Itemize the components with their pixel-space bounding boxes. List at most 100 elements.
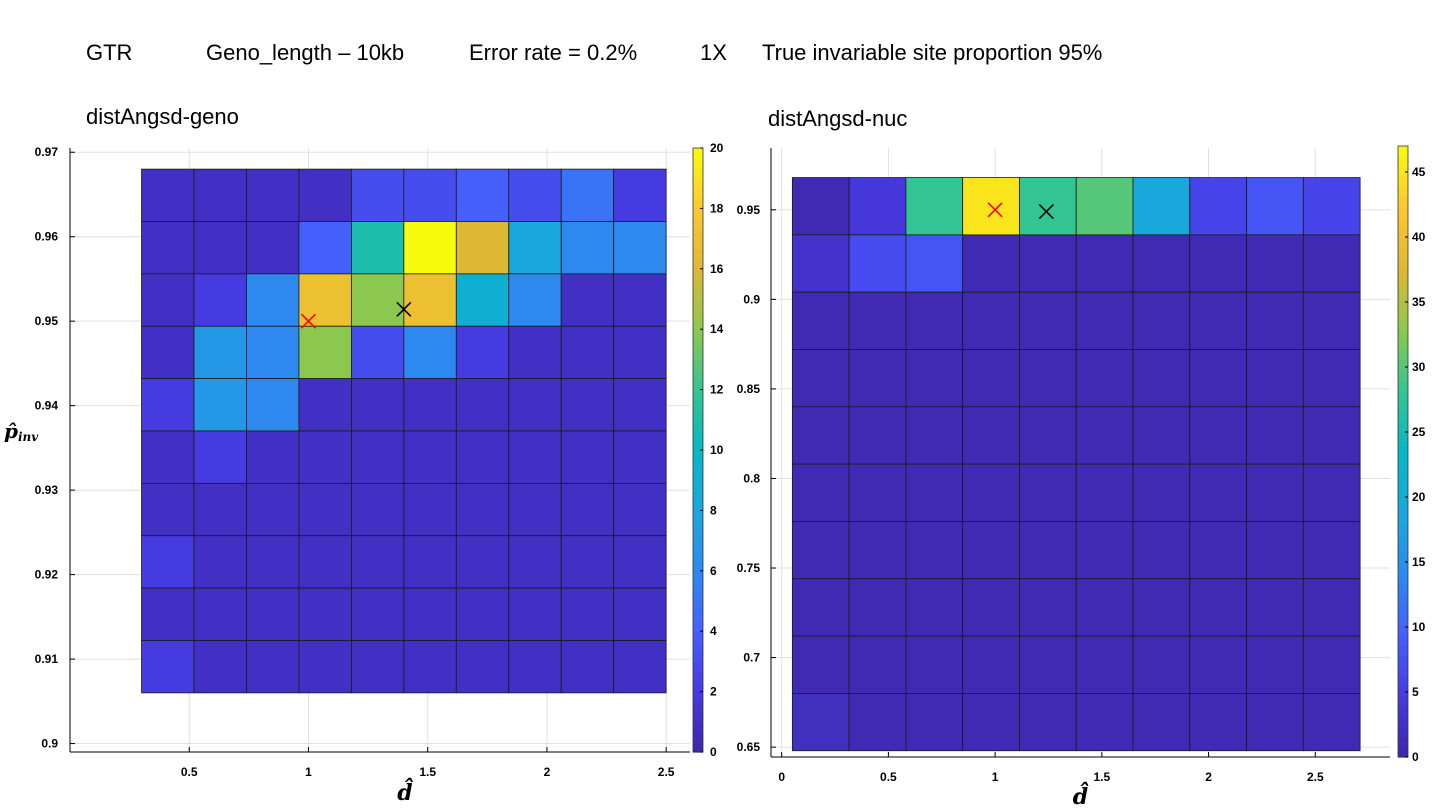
right-heatmap-cell	[1302, 521, 1361, 580]
right-colorbar-segment	[1398, 319, 1408, 330]
left-heatmap-cell	[193, 535, 247, 589]
left-heatmap-cell	[350, 378, 405, 432]
right-heatmap-cell	[1019, 521, 1077, 580]
left-colorbar-segment	[693, 651, 703, 662]
left-heatmap-cell	[455, 273, 510, 327]
left-heatmap-cell	[455, 378, 510, 432]
left-x-tick-label: 2	[544, 765, 551, 779]
right-colorbar-segment	[1398, 746, 1408, 758]
right-colorbar-segment	[1398, 604, 1408, 616]
left-heatmap-cell	[193, 378, 247, 432]
right-colorbar-segment	[1398, 695, 1408, 707]
header-geno-length: Geno_length – 10kb	[206, 40, 405, 65]
left-heatmap-cell	[193, 221, 247, 275]
right-heatmap-cell	[962, 234, 1020, 293]
right-heatmap-cell	[1075, 406, 1134, 465]
left-colorbar-segment	[693, 721, 703, 733]
right-heatmap-cell	[1246, 234, 1304, 293]
left-heatmap-cell	[560, 535, 615, 589]
left-heatmap-cell	[193, 640, 247, 694]
right-heatmap-cell	[1246, 635, 1304, 694]
right-heatmap-cell	[905, 578, 964, 637]
left-y-axis-label: p̂inv	[4, 419, 39, 444]
right-heatmap-cell	[1189, 406, 1247, 465]
left-heatmap-cell	[141, 325, 195, 380]
right-heatmap-cell	[1075, 521, 1134, 580]
right-heatmap-cell	[848, 693, 907, 752]
left-colorbar-segment	[693, 480, 703, 491]
right-colorbar-segment	[1398, 685, 1408, 697]
left-colorbar-segment	[693, 268, 703, 280]
right-heatmap-cell	[848, 521, 907, 580]
right-x-tick-label: 0	[778, 770, 785, 784]
right-heatmap-cell	[1019, 406, 1077, 465]
right-heatmap: 0 0.5 1 1.5 2 2.5 0.65 0.7 0.75 0.8 0.85 0.9 0.95 d̂	[737, 148, 1390, 810]
left-heatmap-cell	[508, 482, 562, 537]
right-heatmap-cell	[1189, 291, 1247, 350]
left-colorbar-segment	[693, 339, 703, 350]
right-colorbar-segment	[1398, 156, 1408, 167]
right-heatmap-cell	[848, 177, 907, 236]
right-heatmap-cell	[791, 578, 850, 637]
right-heatmap-cell	[848, 291, 907, 350]
left-heatmap-cell	[193, 482, 247, 537]
left-heatmap-cell	[141, 482, 195, 537]
left-heatmap-cell	[403, 482, 457, 537]
left-heatmap-cell	[298, 378, 352, 432]
left-heatmap-cell	[141, 535, 195, 589]
left-colorbar-segment	[693, 731, 703, 743]
left-heatmap-cell	[193, 168, 247, 222]
right-colorbar-segment	[1398, 716, 1408, 728]
right-colorbar-segment	[1398, 268, 1408, 279]
left-colorbar-segment	[693, 409, 703, 421]
left-heatmap-cell	[613, 482, 667, 537]
left-heatmap-cell	[560, 640, 615, 694]
right-heatmap-cell	[1189, 521, 1247, 580]
right-colorbar-segment	[1398, 227, 1408, 239]
right-heatmap-cell	[791, 177, 850, 236]
right-heatmap-cell	[1075, 234, 1134, 293]
left-heatmap-cell	[455, 325, 510, 380]
right-heatmap-cell	[905, 635, 964, 694]
left-colorbar-segment	[693, 530, 703, 542]
right-heatmap-cell	[905, 521, 964, 580]
right-colorbar-tick-label: 0	[1412, 750, 1419, 764]
left-heatmap-cell	[141, 587, 195, 641]
right-colorbar-segment	[1398, 553, 1408, 565]
right-colorbar-segment	[1398, 614, 1408, 626]
right-colorbar-segment	[1398, 512, 1408, 524]
right-heatmap-cell	[1302, 578, 1361, 637]
left-heatmap-cell	[246, 325, 300, 380]
right-heatmap-cell	[1019, 463, 1077, 522]
right-heatmap-cell	[1246, 578, 1304, 637]
left-x-tick-label: 1.5	[419, 765, 436, 779]
right-colorbar-segment	[1398, 482, 1408, 493]
right-x-tick-label: 2.5	[1307, 770, 1324, 784]
left-heatmap: 0.5 1 1.5 2 2.5 0.9 0.91 0.92 0.93 0.94 0.95 0.96 0.…	[4, 145, 690, 806]
left-heatmap-cell	[560, 168, 615, 222]
left-colorbar-segment	[693, 681, 703, 693]
right-heatmap-cell	[962, 578, 1020, 637]
right-heatmap-cell	[1302, 406, 1361, 465]
right-x-tick-label: 1	[992, 770, 999, 784]
left-heatmap-cell	[141, 273, 195, 327]
right-heatmap-cell	[1019, 693, 1077, 752]
left-heatmap-cell	[246, 430, 300, 484]
right-heatmap-cell	[905, 693, 964, 752]
left-colorbar-segment	[693, 208, 703, 220]
right-heatmap-cell	[1246, 521, 1304, 580]
left-colorbar-segment	[693, 590, 703, 602]
right-heatmap-cell	[791, 521, 850, 580]
left-colorbar-segment	[693, 540, 703, 552]
left-heatmap-cell	[246, 273, 300, 327]
left-heatmap-cell	[298, 640, 352, 694]
right-heatmap-cell	[1132, 693, 1191, 752]
right-heatmap-cell	[1246, 177, 1304, 236]
right-y-tick-label: 0.85	[737, 382, 761, 396]
right-colorbar-segment	[1398, 410, 1408, 422]
right-heatmap-cell	[1189, 635, 1247, 694]
left-heatmap-cell	[350, 482, 405, 537]
right-heatmap-cell	[791, 291, 850, 350]
left-heatmap-cell	[193, 430, 247, 484]
left-colorbar-segment	[693, 490, 703, 501]
